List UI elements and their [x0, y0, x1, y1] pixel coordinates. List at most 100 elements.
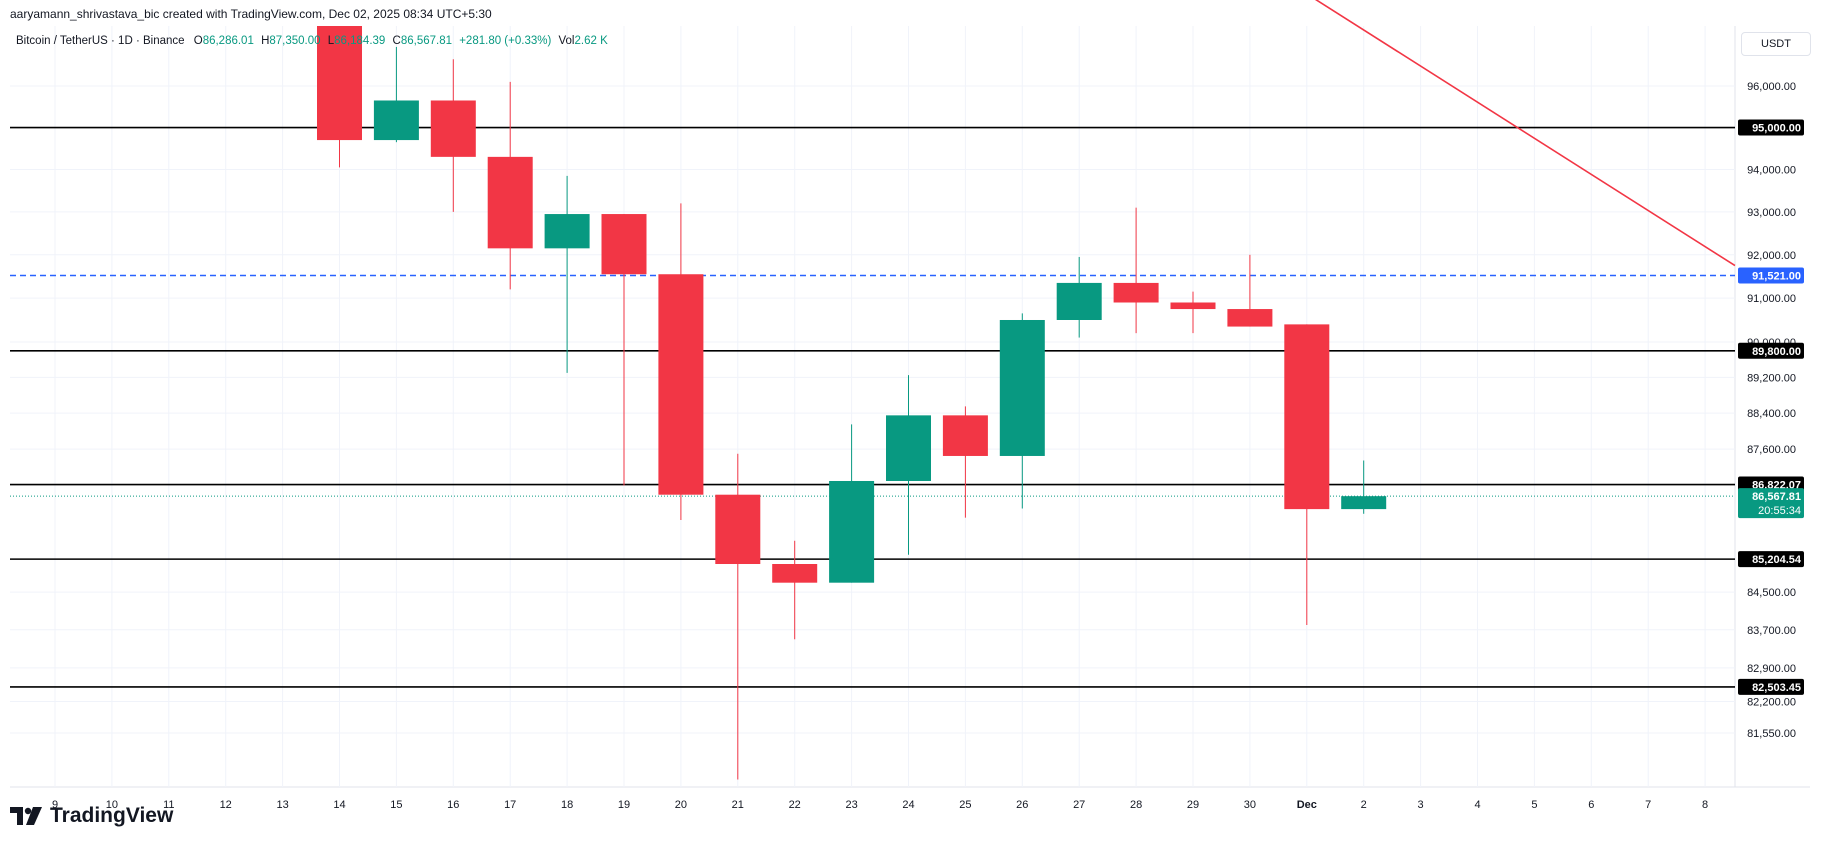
- price-tag-box: [1738, 342, 1804, 359]
- symbol-name: Bitcoin / TetherUS · 1D · Binance: [16, 35, 185, 47]
- time-tick-label: 17: [504, 799, 516, 811]
- chart-grid: [10, 26, 1810, 788]
- candle-body: [1227, 309, 1273, 327]
- level-price-tag: 89,800.00: [1738, 342, 1804, 359]
- candlesticks: [317, 26, 1387, 780]
- volume-label: Vol: [558, 35, 575, 47]
- open-value: 86,286.01: [202, 35, 254, 47]
- time-tick-label: 12: [220, 799, 232, 811]
- candle: [601, 214, 647, 486]
- close-value: 86,567.81: [400, 35, 453, 47]
- time-axis[interactable]: 9 10 11 12 13 14 15 16 17 18 19 20 21 22 23 24 25 26 27 28 2…: [52, 799, 1708, 811]
- time-tick-label: 21: [732, 799, 744, 811]
- candle-body: [829, 480, 875, 583]
- price-tag-text: 82,503.45: [1752, 682, 1801, 694]
- candle: [772, 540, 818, 640]
- countdown-text: 20:55:34: [1758, 505, 1801, 517]
- price-tag-box: [1738, 119, 1804, 136]
- candle-body: [373, 100, 419, 141]
- time-tick-label: 23: [845, 799, 857, 811]
- close-label: C: [392, 35, 401, 47]
- price-tick-label: 84,500.00: [1747, 587, 1796, 599]
- price-tag-text: 95,000.00: [1752, 123, 1801, 135]
- candle-body: [715, 494, 761, 565]
- candle: [886, 375, 931, 555]
- price-tick-label: 96,000.00: [1747, 81, 1796, 93]
- candle-body: [1056, 282, 1102, 320]
- price-labels: 95,000.0089,800.0086,822.0785,204.5482,5…: [1738, 119, 1804, 695]
- candle: [1227, 254, 1273, 327]
- time-tick-label: 9: [52, 799, 58, 811]
- candle: [487, 81, 533, 290]
- price-tag-text: 91,521.00: [1752, 271, 1801, 283]
- price-tick-label: 92,000.00: [1747, 250, 1796, 262]
- volume-value: 2.62 K: [574, 35, 608, 47]
- level-price-tag: 95,000.00: [1738, 119, 1804, 136]
- tradingview-logo[interactable]: TradingView: [10, 804, 173, 828]
- time-tick-label: 5: [1531, 799, 1537, 811]
- currency-button[interactable]: USDT: [1741, 32, 1811, 56]
- price-tag-text: 85,204.54: [1752, 554, 1802, 566]
- time-tick-label: 25: [959, 799, 971, 811]
- candle-body: [317, 26, 362, 141]
- level-price-tag: 82,503.45: [1738, 678, 1804, 695]
- last-price-tag: 86,567.81 20:55:34: [1738, 488, 1804, 519]
- candle: [1113, 207, 1159, 334]
- candle: [715, 453, 761, 780]
- price-tick-label: 82,200.00: [1747, 697, 1796, 709]
- price-tick-label: 87,600.00: [1747, 444, 1796, 456]
- symbol-legend: Bitcoin / TetherUS · 1D · Binance O86,28…: [16, 35, 608, 47]
- time-tick-label: 24: [902, 799, 914, 811]
- candle: [1170, 291, 1216, 334]
- candle-body: [942, 415, 988, 456]
- candle: [430, 59, 476, 212]
- open-label: O: [193, 35, 203, 47]
- time-tick-label: 27: [1073, 799, 1085, 811]
- time-tick-label: 4: [1474, 799, 1480, 811]
- candle-body: [886, 415, 931, 481]
- price-tick-label: 94,000.00: [1747, 165, 1796, 177]
- candle-body: [772, 564, 818, 583]
- time-tick-label: 30: [1244, 799, 1256, 811]
- candle: [373, 46, 419, 143]
- time-tick-label: 19: [618, 799, 630, 811]
- time-tick-label: 8: [1702, 799, 1708, 811]
- time-tick-label: 14: [333, 799, 345, 811]
- price-tick-label: 93,000.00: [1747, 207, 1796, 219]
- price-tick-label: 88,400.00: [1747, 408, 1796, 420]
- candle-body: [1170, 302, 1216, 310]
- candle: [544, 175, 590, 373]
- low-label: L: [327, 35, 335, 47]
- candle-body: [430, 100, 476, 157]
- candle-body: [999, 319, 1045, 456]
- tradingview-logo-icon: [10, 807, 42, 825]
- candle-body: [544, 214, 590, 249]
- time-tick-label: 28: [1130, 799, 1142, 811]
- price-tick-label: 82,900.00: [1747, 663, 1796, 675]
- price-tick-label: 91,000.00: [1747, 293, 1796, 305]
- high-label: H: [261, 35, 270, 47]
- price-tick-label: 89,200.00: [1747, 372, 1796, 384]
- time-tick-label: 29: [1187, 799, 1199, 811]
- time-tick-label: 3: [1418, 799, 1424, 811]
- candle: [1056, 256, 1102, 338]
- time-tick-label: 18: [561, 799, 573, 811]
- candle-body: [487, 156, 533, 249]
- price-tag-text: 89,800.00: [1752, 346, 1801, 358]
- descending-trendline: [1314, 0, 1736, 267]
- chart-credit: aaryamann_shrivastava_bic created with T…: [10, 7, 492, 21]
- time-tick-label: Dec: [1297, 799, 1317, 811]
- price-axis[interactable]: 96,000.00 94,000.00 93,000.00 92,000.00 91,0…: [1747, 81, 1796, 740]
- candle-body: [601, 214, 647, 275]
- last-price-text: 86,567.81: [1752, 491, 1801, 503]
- time-tick-label: 11: [163, 799, 174, 811]
- time-tick-label: 7: [1645, 799, 1651, 811]
- time-tick-label: 6: [1588, 799, 1594, 811]
- candle-body: [658, 274, 704, 495]
- time-tick-label: 20: [675, 799, 687, 811]
- candle: [317, 26, 362, 168]
- candle: [1284, 324, 1330, 626]
- candle: [658, 203, 704, 520]
- candle-body: [1341, 496, 1387, 510]
